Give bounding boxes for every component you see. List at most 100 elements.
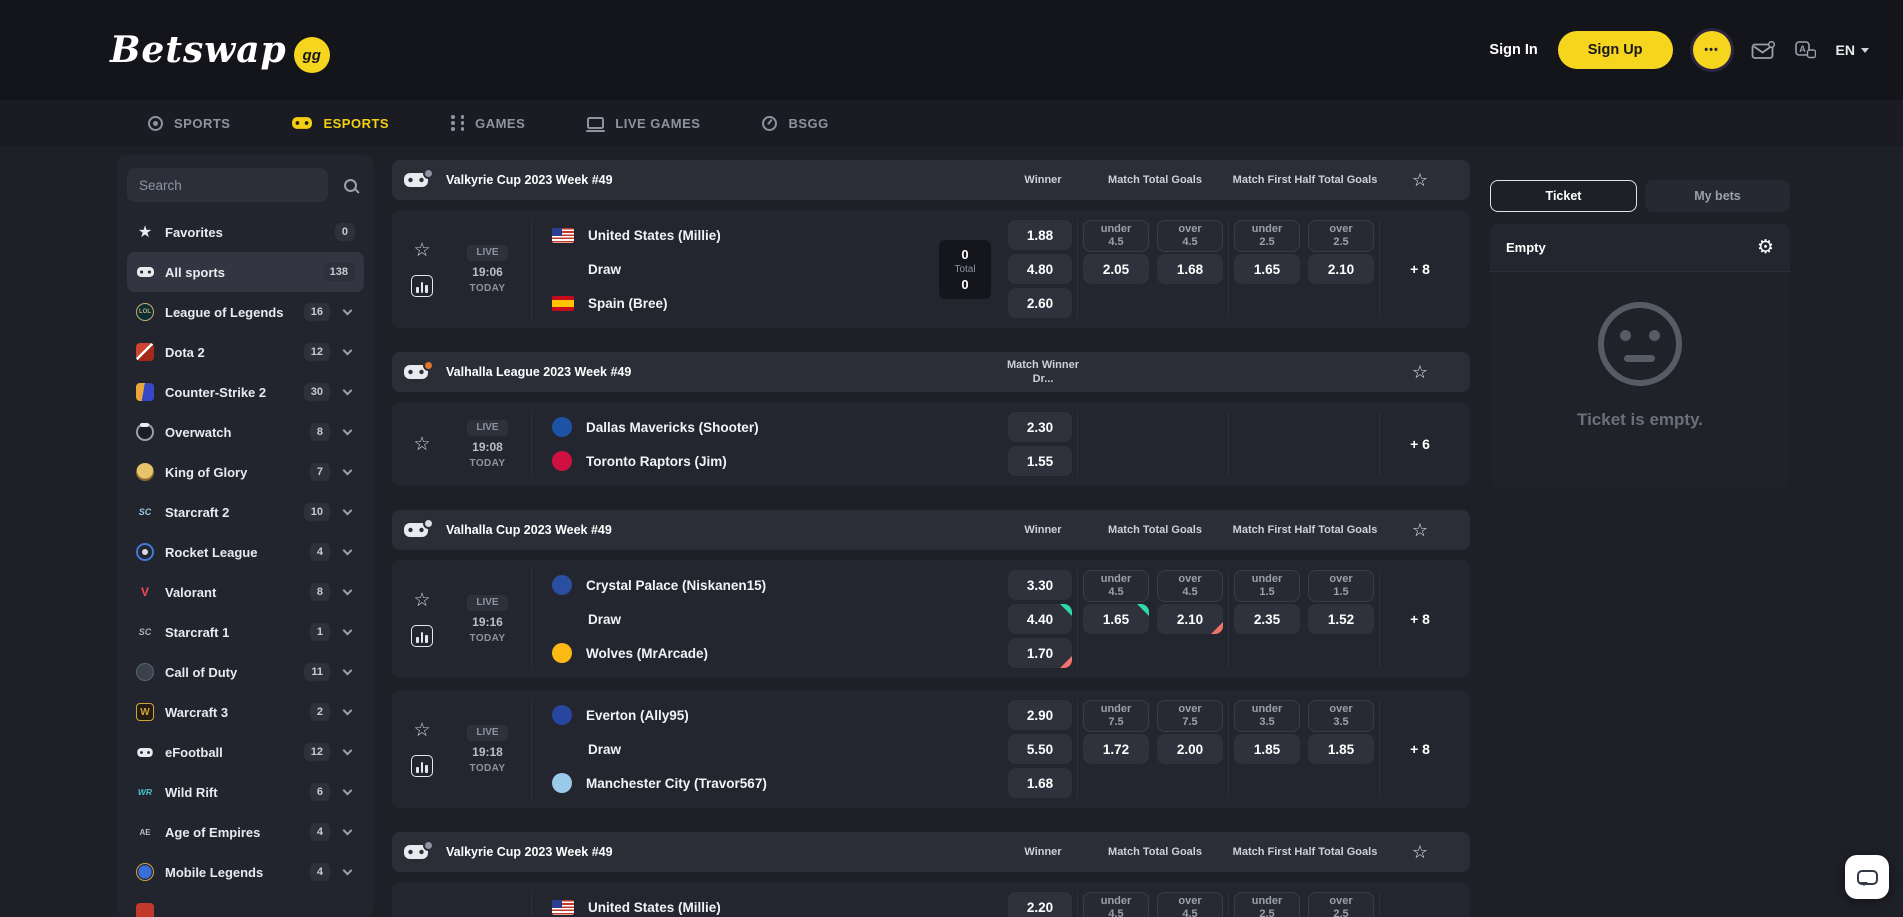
- draw-row[interactable]: Draw: [588, 741, 622, 757]
- stats-icon[interactable]: [411, 625, 433, 647]
- favorite-star-icon[interactable]: ☆: [413, 240, 431, 261]
- favorite-star-icon[interactable]: ☆: [413, 433, 431, 455]
- odds-button[interactable]: 1.68: [1157, 254, 1223, 284]
- sidebar-item-efootball[interactable]: eFootball 12: [127, 732, 364, 772]
- odds-button[interactable]: 1.88: [1008, 220, 1072, 250]
- sidebar-item-overwatch[interactable]: Overwatch 8: [127, 412, 364, 452]
- team-row[interactable]: Crystal Palace (Niskanen15): [552, 570, 1003, 600]
- sidebar-item-mobile-legends[interactable]: Mobile Legends 4: [127, 852, 364, 892]
- odds-button[interactable]: 1.85: [1234, 734, 1300, 764]
- odds-button[interactable]: 2.10: [1157, 604, 1223, 634]
- betswap-logo[interactable]: Betswap gg: [110, 27, 330, 73]
- team-row[interactable]: Dallas Mavericks (Shooter): [552, 412, 1003, 442]
- group-favorite-star-icon[interactable]: ☆: [1380, 842, 1460, 863]
- sign-up-button[interactable]: Sign Up: [1557, 31, 1673, 69]
- chevron-down-icon: [342, 785, 353, 796]
- odds-button[interactable]: 1.85: [1308, 734, 1374, 764]
- nav-games[interactable]: GAMES: [451, 115, 525, 131]
- team-row[interactable]: United States (Millie): [552, 892, 1003, 917]
- odds-button[interactable]: 4.40: [1008, 604, 1072, 634]
- odds-button[interactable]: 2.10: [1308, 254, 1374, 284]
- search-input[interactable]: [127, 168, 328, 202]
- odds-button[interactable]: 2.30: [1008, 412, 1072, 442]
- mail-button[interactable]: [1751, 40, 1775, 60]
- sidebar-item-valorant[interactable]: V Valorant 8: [127, 572, 364, 612]
- group-favorite-star-icon[interactable]: ☆: [1380, 362, 1460, 383]
- match-card: ☆ United States (Millie) 2.20 und: [392, 882, 1470, 917]
- team-logo: [552, 643, 572, 663]
- odds-button[interactable]: 5.50: [1008, 734, 1072, 764]
- sidebar-item-age-of-empires[interactable]: AE Age of Empires 4: [127, 812, 364, 852]
- odds-button[interactable]: 2.05: [1083, 254, 1149, 284]
- nav-bsgg[interactable]: BSGG: [762, 115, 828, 131]
- match-time-block: LIVE 19:06 TODAY: [444, 218, 532, 320]
- chat-widget-button[interactable]: [1845, 855, 1889, 899]
- odds-button[interactable]: 2.60: [1008, 288, 1072, 318]
- sign-in-button[interactable]: Sign In: [1489, 42, 1538, 58]
- sidebar-item-king-of-glory[interactable]: King of Glory 7: [127, 452, 364, 492]
- odds-button[interactable]: 1.65: [1234, 254, 1300, 284]
- sidebar-item-partial[interactable]: [127, 892, 364, 917]
- sidebar-item-counter-strike-2[interactable]: Counter-Strike 2 30: [127, 372, 364, 412]
- more-markets-button[interactable]: + 8: [1380, 568, 1460, 670]
- warcraft3-icon: W: [136, 703, 154, 721]
- translate-button[interactable]: A: [1794, 40, 1816, 60]
- draw-row[interactable]: Draw: [588, 261, 622, 277]
- odds-button[interactable]: 1.70: [1008, 638, 1072, 668]
- live-badge: LIVE: [467, 594, 508, 611]
- odds-button[interactable]: 2.90: [1008, 700, 1072, 730]
- team-row[interactable]: United States (Millie): [552, 220, 939, 250]
- tab-my-bets[interactable]: My bets: [1645, 180, 1790, 212]
- nav-esports[interactable]: ESPORTS: [292, 116, 389, 131]
- group-favorite-star-icon[interactable]: ☆: [1380, 520, 1460, 541]
- count-badge: 4: [309, 543, 330, 561]
- more-markets-button[interactable]: + 6: [1380, 410, 1460, 478]
- chevron-down-icon: [342, 865, 353, 876]
- odds-button[interactable]: 1.68: [1008, 768, 1072, 798]
- sidebar-item-rocket-league[interactable]: Rocket League 4: [127, 532, 364, 572]
- sidebar-item-wild-rift[interactable]: WR Wild Rift 6: [127, 772, 364, 812]
- sidebar-item-starcraft-1[interactable]: SC Starcraft 1 1: [127, 612, 364, 652]
- odds-button[interactable]: 1.65: [1083, 604, 1149, 634]
- odds-button[interactable]: 1.52: [1308, 604, 1374, 634]
- favorite-star-icon[interactable]: ☆: [413, 720, 431, 741]
- team-row[interactable]: Wolves (MrArcade): [552, 638, 1003, 668]
- odds-button[interactable]: 2.00: [1157, 734, 1223, 764]
- gear-icon[interactable]: ⚙: [1756, 237, 1774, 258]
- more-markets-button[interactable]: [1380, 890, 1460, 917]
- stats-icon[interactable]: [411, 275, 433, 297]
- nav-live-games[interactable]: LIVE GAMES: [586, 116, 700, 132]
- language-selector[interactable]: EN: [1836, 42, 1869, 58]
- more-menu-button[interactable]: •••: [1692, 31, 1731, 69]
- main-nav: SPORTS ESPORTS GAMES LIVE GAMES BSGG: [0, 100, 1903, 146]
- odds-button[interactable]: 1.72: [1083, 734, 1149, 764]
- team-row[interactable]: Manchester City (Travor567): [552, 768, 1003, 798]
- neutral-face-icon: [1598, 302, 1682, 386]
- search-button[interactable]: [336, 168, 364, 202]
- favorite-star-icon[interactable]: ☆: [413, 590, 431, 611]
- sidebar-item-league-of-legends[interactable]: LOL League of Legends 16: [127, 292, 364, 332]
- odds-button[interactable]: 2.20: [1008, 892, 1072, 917]
- more-markets-button[interactable]: + 8: [1380, 698, 1460, 800]
- tab-ticket[interactable]: Ticket: [1490, 180, 1637, 212]
- team-row[interactable]: Spain (Bree): [552, 288, 939, 318]
- count-badge: 8: [309, 423, 330, 441]
- sidebar-item-starcraft-2[interactable]: SC Starcraft 2 10: [127, 492, 364, 532]
- team-row[interactable]: Everton (Ally95): [552, 700, 1003, 730]
- team-row[interactable]: Toronto Raptors (Jim): [552, 446, 1003, 476]
- group-favorite-star-icon[interactable]: ☆: [1380, 170, 1460, 191]
- sidebar-item-all-sports[interactable]: All sports 138: [127, 252, 364, 292]
- translate-icon: A: [1794, 40, 1816, 58]
- sidebar-item-favorites[interactable]: ★ Favorites 0: [127, 212, 364, 252]
- sidebar-item-dota-2[interactable]: Dota 2 12: [127, 332, 364, 372]
- stats-icon[interactable]: [411, 755, 433, 777]
- odds-button[interactable]: 4.80: [1008, 254, 1072, 284]
- more-markets-button[interactable]: + 8: [1380, 218, 1460, 320]
- odds-button[interactable]: 3.30: [1008, 570, 1072, 600]
- draw-row[interactable]: Draw: [588, 611, 622, 627]
- sidebar-item-warcraft-3[interactable]: W Warcraft 3 2: [127, 692, 364, 732]
- sidebar-item-call-of-duty[interactable]: Call of Duty 11: [127, 652, 364, 692]
- nav-sports[interactable]: SPORTS: [148, 115, 230, 131]
- odds-button[interactable]: 2.35: [1234, 604, 1300, 634]
- odds-button[interactable]: 1.55: [1008, 446, 1072, 476]
